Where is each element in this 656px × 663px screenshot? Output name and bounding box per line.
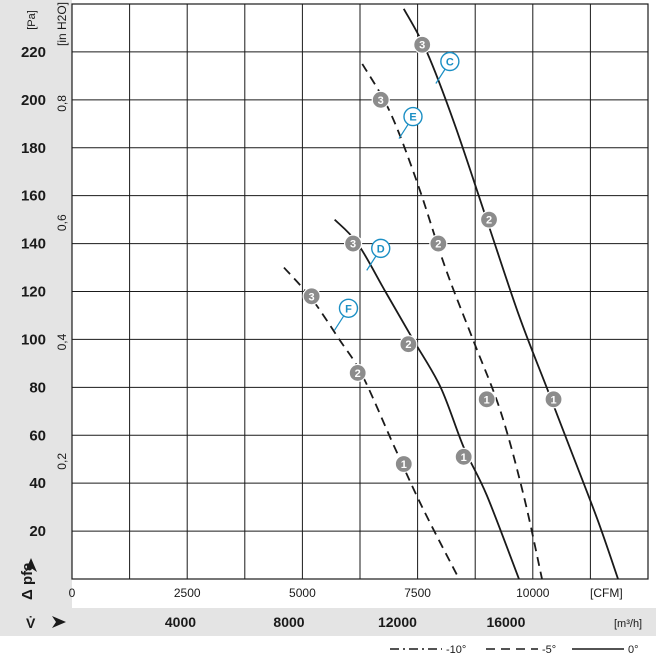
x-tick-label: 10000: [516, 586, 550, 600]
plot-frame: [71, 3, 649, 580]
x-tick-label: 2500: [174, 586, 201, 600]
x2-axis-band: [0, 608, 656, 636]
x2-axis-unit: [m³/h]: [614, 618, 642, 630]
curve-label-text: D: [377, 243, 385, 255]
curve-label-circle: [338, 298, 359, 318]
y-axis-unit: [Pa]: [26, 10, 38, 30]
y-tick-label: 200: [21, 92, 46, 109]
marker-circle: [302, 287, 321, 306]
curve-label-c: C: [435, 51, 460, 84]
curve-label-text: F: [345, 303, 352, 315]
marker-circle: [343, 234, 363, 253]
y2-tick-label: 0,4: [55, 333, 69, 350]
marker-circle: [477, 390, 496, 409]
x2-tick-label: 8000: [273, 614, 304, 630]
y-tick-label: 160: [21, 188, 46, 205]
x-tick-label: 7500: [404, 586, 431, 600]
x2-tick-label: 4000: [165, 614, 196, 630]
x-tick-label: 0: [69, 586, 76, 600]
x2-axis-label: V̇: [26, 615, 36, 631]
curve-label-leader: [398, 124, 409, 139]
marker-label: 3: [378, 95, 384, 107]
y-tick-label: 120: [21, 284, 46, 301]
legend: -10° -5° 0°: [390, 644, 639, 656]
curve-label-text: C: [446, 57, 454, 69]
series-line-d: [334, 218, 520, 580]
legend-label: -5°: [542, 644, 556, 656]
y-tick-label: 20: [29, 523, 46, 540]
x-axis-unit: [CFM]: [590, 586, 623, 600]
operating-point-marker: 1: [477, 390, 496, 409]
y2-axis-unit: [in H2O]: [55, 2, 69, 46]
x2-tick-label: 12000: [378, 614, 417, 630]
operating-point-marker: 1: [394, 454, 413, 474]
marker-circle: [413, 35, 432, 54]
marker-label: 3: [350, 239, 356, 251]
x-tick-label: 5000: [289, 586, 316, 600]
y-axis-band: [0, 0, 72, 608]
marker-label: 2: [355, 368, 361, 380]
x2-axis-arrow: [52, 616, 66, 628]
operating-point-marker: 2: [429, 234, 448, 253]
legend-label: -10°: [446, 644, 466, 656]
marker-circle: [371, 90, 390, 109]
curve-label-leader: [435, 69, 446, 84]
marker-circle: [544, 390, 563, 409]
curve-label-text: E: [409, 112, 416, 124]
marker-label: 3: [419, 40, 425, 52]
curve-label-leader: [333, 315, 344, 331]
operating-point-marker: 3: [371, 90, 390, 109]
y-tick-label: 100: [21, 331, 46, 348]
curve-label-leader: [366, 256, 377, 271]
y-axis-label: Δ pfa: [19, 562, 36, 600]
marker-label: 1: [550, 394, 556, 406]
operating-point-marker: 1: [544, 390, 563, 409]
marker-label: 2: [405, 339, 411, 351]
series-line-c: [402, 8, 619, 580]
curve-label-f: F: [333, 298, 359, 331]
curve-label-d: D: [366, 238, 391, 271]
marker-label: 2: [435, 239, 441, 251]
y-axis-arrow: [25, 558, 37, 572]
marker-circle: [394, 454, 413, 474]
x2-tick-label: 16000: [486, 614, 525, 630]
marker-label: 1: [401, 459, 407, 471]
curve-label-circle: [440, 51, 460, 72]
marker-circle: [479, 210, 499, 229]
marker-label: 1: [484, 394, 490, 406]
y-tick-label: 80: [29, 379, 46, 396]
y2-tick-label: 0,6: [55, 214, 69, 231]
marker-circle: [429, 234, 448, 253]
y2-tick-label: 0,2: [55, 453, 69, 470]
y-tick-label: 40: [29, 475, 46, 492]
y2-tick-label: 0,8: [55, 95, 69, 112]
y-tick-label: 140: [21, 236, 46, 253]
operating-point-marker: 2: [399, 335, 418, 354]
operating-point-marker: 2: [479, 210, 499, 229]
y-tick-label: 220: [21, 44, 46, 61]
marker-circle: [399, 335, 418, 354]
curve-label-e: E: [398, 106, 423, 139]
y-tick-label: 60: [29, 427, 46, 444]
marker-circle: [454, 447, 473, 466]
operating-point-marker: 3: [302, 287, 321, 306]
marker-label: 1: [461, 452, 467, 464]
marker-label: 2: [486, 215, 492, 227]
curve-label-circle: [403, 106, 423, 127]
operating-point-marker: 3: [413, 35, 432, 54]
operating-point-marker: 2: [348, 363, 367, 383]
marker-label: 3: [309, 291, 315, 303]
marker-circle: [348, 363, 367, 383]
y-tick-label: 180: [21, 140, 46, 157]
operating-point-marker: 3: [343, 234, 363, 253]
curve-label-circle: [371, 238, 391, 259]
legend-label: 0°: [628, 644, 639, 656]
operating-point-marker: 1: [454, 447, 473, 466]
